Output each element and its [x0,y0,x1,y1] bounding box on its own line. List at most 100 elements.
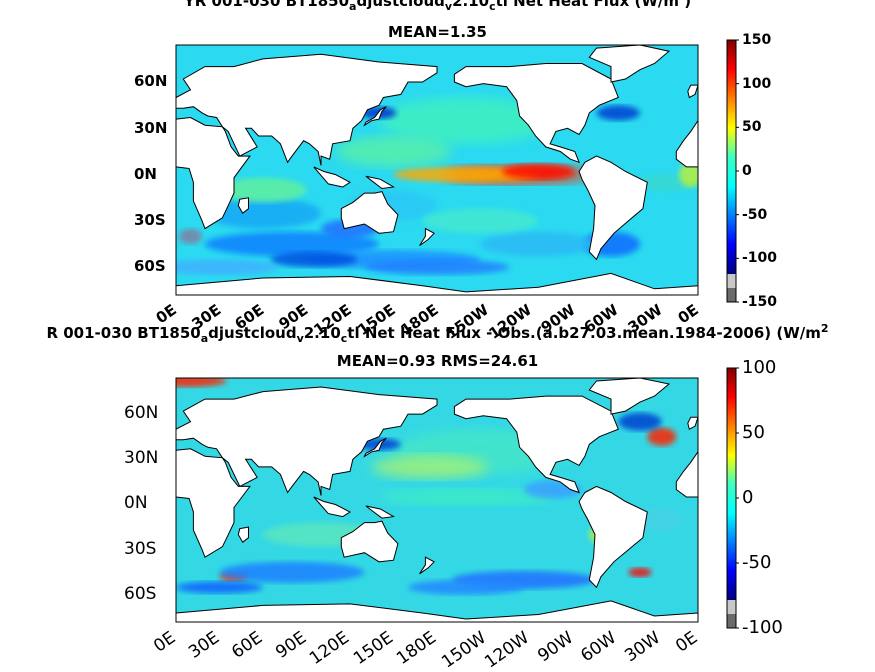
field-blob [618,412,662,431]
title-part: 2.10 [303,324,341,342]
title-part: YR 001-030 BT1850 [183,0,350,10]
land-africaW [675,450,698,498]
field-blob [480,231,597,257]
y-tick-label: 60S [134,257,166,276]
top-map [175,44,699,296]
land-madagascar [237,526,249,543]
y-tick-label: 30S [124,538,157,559]
land-samerica [578,155,648,261]
colorbar-tick-label: 150 [742,32,772,48]
land-namerica [453,395,619,494]
title-part: c [489,0,496,13]
map-field [176,45,698,295]
colorbar-tick-label: 0 [742,487,754,508]
field-blob [178,228,203,245]
map-frame [175,377,699,623]
title-part: djustcloud [356,0,445,10]
field-blob [393,166,539,183]
colorbar-light-gray [727,274,736,288]
land-namerica [453,63,619,164]
land-antarctic [176,600,698,622]
bottom-map [175,377,699,623]
colorbar-tick-label: 50 [742,422,765,443]
colorbar-tick-label: 100 [742,357,777,378]
land-greenland [588,45,671,83]
field-blob [205,231,379,257]
land-madagascar [237,197,249,214]
colorbar-tick-label: -50 [742,206,768,223]
y-tick-label: 60N [134,72,168,91]
title-part: tl Net Heat Flux - Obs.(a.b27.03.mean.19… [347,324,821,342]
field-blob [596,105,640,121]
map-field [176,378,698,622]
field-blob [379,97,553,144]
title-part: v [296,332,304,345]
title-part: c [340,332,348,345]
title-part: 2.10 [452,0,490,10]
land-nz [419,227,435,247]
y-tick-label: 0N [134,164,157,183]
title-part: v [444,0,453,13]
land-africa [176,116,251,230]
colorbar-tick-label: -50 [742,552,772,573]
title-part: a [349,0,357,13]
field-blob [219,561,365,583]
land-australia [340,191,399,234]
land-nz [419,556,435,575]
colorbar-tick-label: 50 [742,119,762,136]
land-australia [340,520,399,563]
field-blob [379,489,553,505]
field-blob [176,581,263,594]
field-blob [176,259,278,275]
y-tick-label: 30S [134,211,166,230]
field-blob [335,136,452,167]
title-part: djustcloud [208,324,297,342]
top-colorbar [726,39,739,303]
field-blob [205,197,321,229]
colorbar-gradient [727,40,736,274]
colorbar-gradient [727,368,736,600]
land-greenland [588,378,671,415]
y-tick-label: 30N [134,118,168,137]
y-tick-label: 60S [124,583,157,604]
bottom-chart-subtitle: MEAN=0.93 RMS=24.61 [336,352,539,370]
land-newguinea [365,505,396,519]
field-blob [502,163,575,180]
colorbar-tick-label: 100 [742,75,772,92]
colorbar-tick-label: 0 [742,163,752,179]
map-frame [175,44,699,296]
colorbar-light-gray [727,600,736,614]
land-africaW [675,119,698,168]
bottom-colorbar [726,367,739,629]
land-indonesia [313,166,351,188]
colorbar-tick-label: -150 [742,294,778,310]
title-part: R 001-030 BT1850 [46,324,201,342]
field-blob [628,567,652,577]
y-tick-label: 60N [124,403,159,424]
field-blob [371,454,488,479]
field-blob [422,208,539,234]
land-samerica [578,485,648,589]
colorbar-tick-label: -100 [742,617,783,638]
land-japan [363,106,387,127]
field-blob [270,251,358,268]
land-indonesia [313,496,352,518]
field-blob [647,427,677,446]
bottom-chart-title: R 001-030 BT1850adjustcloudv2.10ctl Net … [0,322,875,345]
colorbar-dark-gray [727,614,736,628]
land-africa [176,448,251,558]
land-uk [687,84,698,99]
title-part: 2 [820,322,829,335]
colorbar-tick-label: -100 [742,250,778,267]
field-blob [176,378,227,388]
top-chart-subtitle: MEAN=1.35 [388,23,487,41]
field-blob [364,259,510,275]
field-blob [219,177,307,203]
land-japan [363,437,387,458]
land-uk [687,416,698,430]
land-antarctic [176,272,698,295]
heat-flux-maps [175,39,739,629]
land-newguinea [365,175,396,190]
y-tick-label: 30N [124,448,159,469]
title-part: a [200,332,209,345]
